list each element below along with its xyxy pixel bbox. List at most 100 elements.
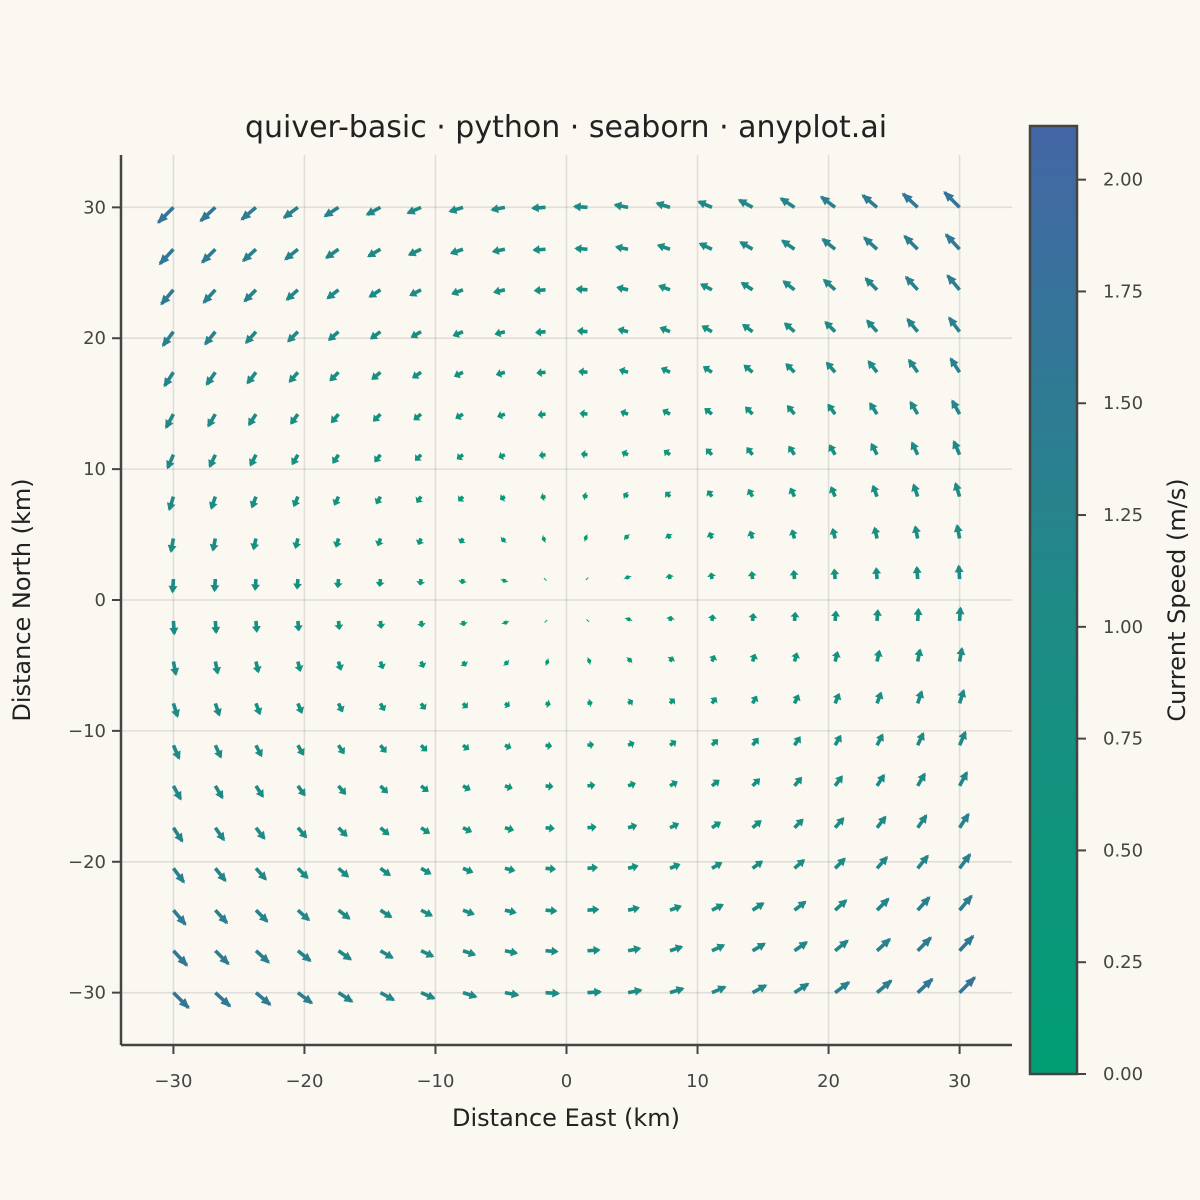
y-axis-ticks: −30 −20 −10 0 10 20 30 xyxy=(68,197,121,1004)
vector-arrow xyxy=(742,323,754,334)
vector-arrow xyxy=(707,614,717,622)
vector-arrow xyxy=(667,656,675,663)
colorbar-tick-label: 1.00 xyxy=(1103,617,1143,638)
vector-arrow xyxy=(875,897,890,912)
vector-arrow xyxy=(669,986,685,995)
vector-arrow xyxy=(656,242,671,252)
vector-arrow xyxy=(545,988,561,998)
vector-arrow xyxy=(788,487,797,498)
vector-arrow xyxy=(375,578,385,587)
vector-arrow xyxy=(751,942,766,953)
vector-arrow xyxy=(916,772,927,787)
vector-arrow xyxy=(665,573,675,580)
vector-arrow xyxy=(958,812,970,829)
vector-arrow xyxy=(824,320,837,333)
vector-arrow xyxy=(336,702,345,713)
x-axis-title: Distance East (km) xyxy=(452,1104,680,1132)
vector-arrow xyxy=(952,440,962,456)
vector-arrow xyxy=(955,606,965,622)
vector-arrow xyxy=(461,702,469,709)
vector-arrow xyxy=(833,939,849,953)
colorbar-ticks: 0.00 0.25 0.50 0.75 1.00 1.25 1.50 1.75 2.00 xyxy=(1077,170,1143,1085)
vector-arrow xyxy=(379,949,394,960)
vector-arrow xyxy=(916,977,934,994)
vector-arrow xyxy=(958,976,977,994)
colorbar-tick-label: 0.50 xyxy=(1103,840,1143,861)
vector-arrow xyxy=(789,529,798,539)
vector-arrow xyxy=(416,578,426,586)
colorbar-tick-label: 0.75 xyxy=(1103,729,1143,750)
vector-arrow xyxy=(337,991,354,1003)
vector-arrow xyxy=(782,280,796,292)
vector-arrow xyxy=(545,864,557,874)
vector-arrow xyxy=(792,694,801,705)
vector-arrow xyxy=(705,448,714,456)
vector-arrow xyxy=(751,778,761,788)
vector-arrow xyxy=(493,286,506,296)
vector-arrow xyxy=(461,743,470,751)
vector-arrow xyxy=(291,453,300,466)
vector-arrow xyxy=(791,652,800,663)
vector-arrow xyxy=(448,205,464,214)
vector-arrow xyxy=(704,407,714,416)
vector-arrow xyxy=(906,317,920,333)
vector-arrow xyxy=(241,247,258,263)
vector-arrow xyxy=(334,620,344,631)
vector-arrow xyxy=(627,945,642,954)
vector-arrow xyxy=(708,655,718,663)
colorbar: 0.00 0.25 0.50 0.75 1.00 1.25 1.50 1.75 2.00 Cur… xyxy=(1028,124,1191,1085)
vector-arrow xyxy=(536,368,546,378)
vector-arrow xyxy=(747,571,757,580)
vector-arrow xyxy=(627,780,636,789)
vector-arrow xyxy=(621,449,629,458)
vector-arrow xyxy=(867,360,879,374)
vector-arrow xyxy=(669,821,680,830)
vector-arrow xyxy=(545,699,551,709)
vector-arrow xyxy=(875,773,886,787)
vector-arrow xyxy=(337,866,350,878)
vector-arrow xyxy=(949,357,962,374)
vector-arrow xyxy=(379,908,393,919)
vector-arrow xyxy=(379,866,391,877)
vector-arrow xyxy=(329,370,340,382)
vector-arrow xyxy=(545,946,559,956)
vector-arrow xyxy=(910,441,920,456)
vector-arrow xyxy=(864,277,879,292)
vector-arrow xyxy=(873,649,883,662)
vector-arrow xyxy=(213,784,224,800)
vector-arrow xyxy=(462,866,474,875)
vector-arrow xyxy=(164,413,175,429)
vector-arrow xyxy=(166,454,176,470)
x-tick-label: 10 xyxy=(686,1071,709,1092)
y-tick-label: 30 xyxy=(83,197,106,218)
vector-arrow xyxy=(793,982,810,995)
vector-arrow xyxy=(958,894,973,912)
vector-arrow xyxy=(740,281,754,292)
vector-arrow xyxy=(872,609,882,622)
vector-arrow xyxy=(295,702,305,714)
vector-arrow xyxy=(416,620,426,628)
vector-arrow xyxy=(711,943,726,953)
vector-arrow xyxy=(832,692,842,705)
vector-arrow xyxy=(372,412,382,422)
vector-arrow xyxy=(504,947,519,957)
vector-arrow xyxy=(458,620,468,627)
vector-arrow xyxy=(665,533,673,540)
vector-arrow xyxy=(545,823,555,833)
vector-arrow xyxy=(700,282,713,292)
vector-arrow xyxy=(169,620,179,636)
vector-arrow xyxy=(620,408,629,418)
vector-arrow xyxy=(662,408,671,417)
vector-arrow xyxy=(172,909,187,926)
vector-arrow xyxy=(246,371,258,385)
vector-arrow xyxy=(789,569,799,580)
vector-arrow xyxy=(420,949,435,958)
vector-arrow xyxy=(367,247,382,258)
vector-arrow xyxy=(870,442,879,456)
vector-arrow xyxy=(296,991,314,1005)
vector-arrow xyxy=(160,288,175,306)
y-axis-title: Distance North (km) xyxy=(8,478,36,721)
vector-arrow xyxy=(585,577,589,581)
vector-arrow xyxy=(915,690,925,704)
vector-arrow xyxy=(946,274,961,291)
